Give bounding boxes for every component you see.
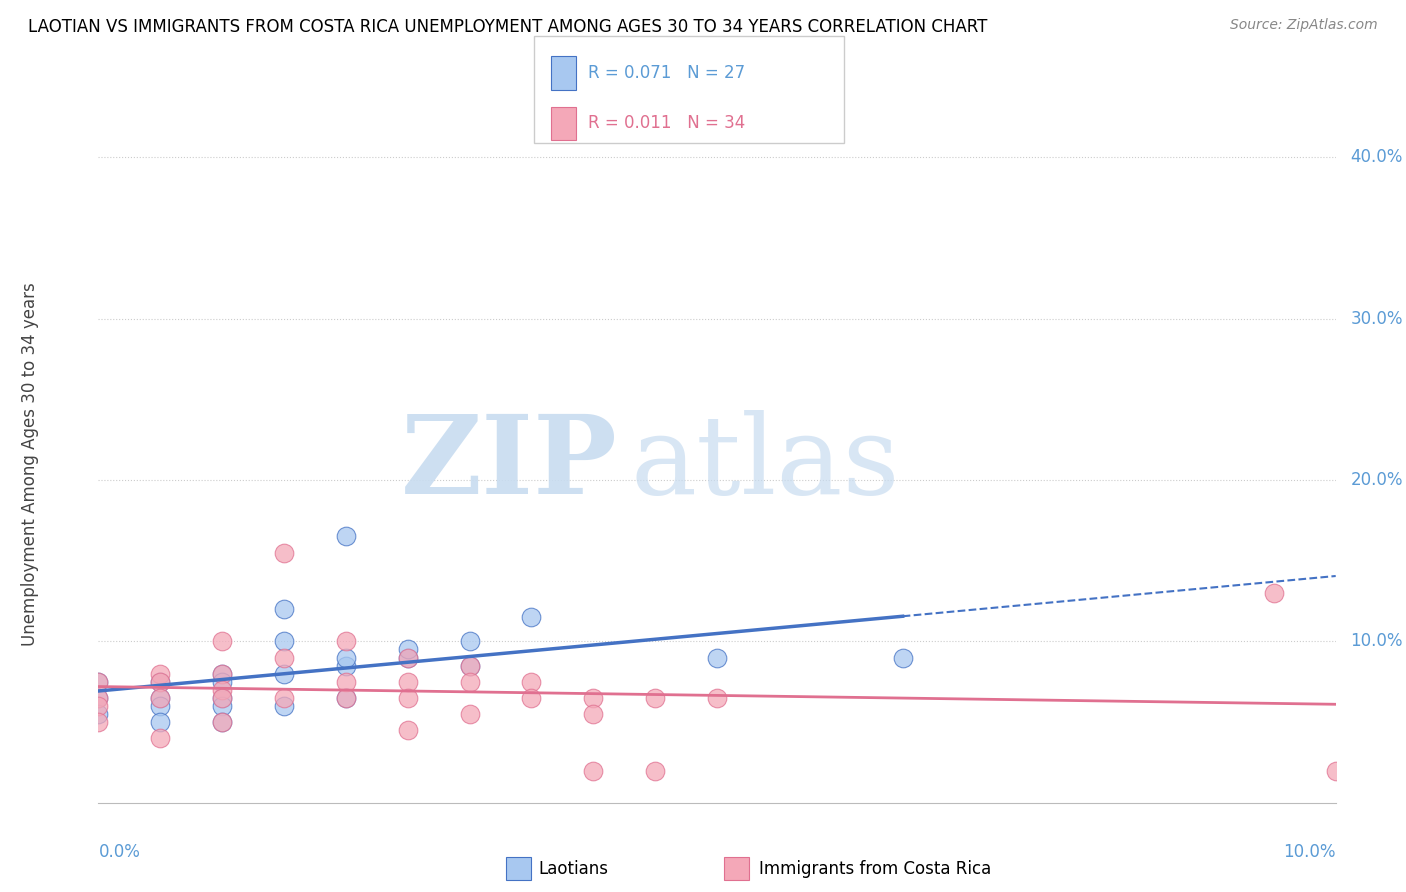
Point [706, 690, 728, 705]
Point [211, 690, 233, 705]
Point [520, 690, 543, 705]
Point [335, 674, 357, 689]
Point [273, 690, 295, 705]
Point [396, 650, 419, 665]
Text: 0.0%: 0.0% [98, 844, 141, 862]
Text: LAOTIAN VS IMMIGRANTS FROM COSTA RICA UNEMPLOYMENT AMONG AGES 30 TO 34 YEARS COR: LAOTIAN VS IMMIGRANTS FROM COSTA RICA UN… [28, 18, 987, 36]
Text: Source: ZipAtlas.com: Source: ZipAtlas.com [1230, 18, 1378, 32]
Point [211, 690, 233, 705]
Text: ZIP: ZIP [401, 410, 619, 517]
Point [87, 690, 110, 705]
Point [644, 764, 666, 778]
Point [520, 610, 543, 624]
Point [211, 634, 233, 648]
Text: R = 0.011   N = 34: R = 0.011 N = 34 [588, 114, 745, 132]
Text: R = 0.071   N = 27: R = 0.071 N = 27 [588, 64, 745, 82]
Point [335, 690, 357, 705]
Point [149, 731, 172, 746]
Text: 10.0%: 10.0% [1284, 844, 1336, 862]
Point [211, 674, 233, 689]
Point [87, 698, 110, 713]
Point [1263, 586, 1285, 600]
Point [335, 650, 357, 665]
Point [335, 634, 357, 648]
Point [335, 529, 357, 543]
Point [335, 658, 357, 673]
Point [458, 658, 481, 673]
Point [273, 546, 295, 560]
Point [211, 715, 233, 730]
Point [273, 666, 295, 681]
Point [149, 666, 172, 681]
Point [396, 650, 419, 665]
Point [396, 674, 419, 689]
Point [335, 690, 357, 705]
Point [87, 674, 110, 689]
Point [644, 690, 666, 705]
Point [273, 634, 295, 648]
Point [149, 674, 172, 689]
Point [520, 674, 543, 689]
Point [273, 650, 295, 665]
Point [87, 674, 110, 689]
Point [211, 715, 233, 730]
Point [273, 698, 295, 713]
Point [149, 690, 172, 705]
Point [458, 658, 481, 673]
Point [149, 715, 172, 730]
Point [211, 698, 233, 713]
Point [458, 634, 481, 648]
Point [149, 690, 172, 705]
Text: atlas: atlas [630, 410, 900, 517]
Text: 40.0%: 40.0% [1351, 148, 1403, 166]
Point [396, 690, 419, 705]
Text: 30.0%: 30.0% [1351, 310, 1403, 327]
Text: 10.0%: 10.0% [1351, 632, 1403, 650]
Point [1324, 764, 1347, 778]
Point [396, 642, 419, 657]
Point [211, 666, 233, 681]
Point [396, 723, 419, 738]
Point [273, 602, 295, 616]
Point [87, 690, 110, 705]
Point [891, 650, 914, 665]
Point [458, 706, 481, 721]
Point [87, 706, 110, 721]
Point [211, 682, 233, 697]
Point [211, 666, 233, 681]
Point [87, 715, 110, 730]
Point [706, 650, 728, 665]
Text: 20.0%: 20.0% [1351, 471, 1403, 489]
Point [149, 698, 172, 713]
Point [458, 674, 481, 689]
Point [582, 706, 605, 721]
Point [149, 674, 172, 689]
Point [582, 764, 605, 778]
Text: Immigrants from Costa Rica: Immigrants from Costa Rica [759, 860, 991, 878]
Point [582, 690, 605, 705]
Text: Unemployment Among Ages 30 to 34 years: Unemployment Among Ages 30 to 34 years [21, 282, 39, 646]
Text: Laotians: Laotians [538, 860, 609, 878]
